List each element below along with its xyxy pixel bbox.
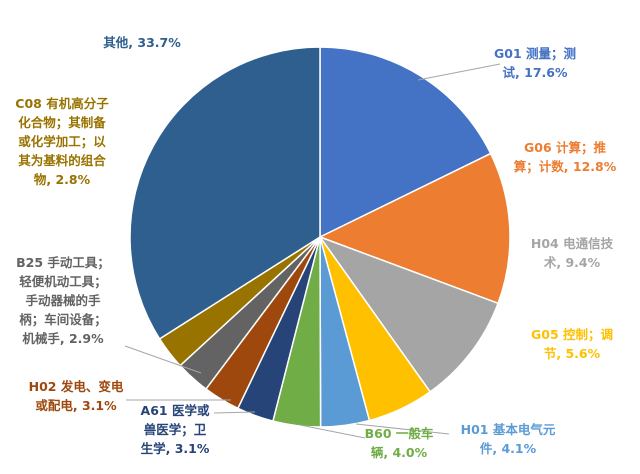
slice-label-line: H04 电通信技 [531, 236, 614, 251]
slice-label: H01 基本电气元件, 4.1% [461, 422, 556, 456]
slice-label-line: A61 医学或 [141, 403, 210, 418]
slice-label-line: C08 有机高分子 [15, 96, 109, 111]
slice-label: H04 电通信技术, 9.4% [531, 236, 614, 270]
slice-label-line: 节, 5.6% [544, 346, 601, 361]
slice-label: C08 有机高分子化合物；其制备或化学加工；以其为基料的组合物, 2.8% [15, 96, 109, 187]
slice-label: H02 发电、变电或配电, 3.1% [29, 379, 124, 413]
slice-label: B25 手动工具； 轻便机动工具； 手动器械的手柄；车间设备； 机械手, 2.9% [16, 255, 110, 346]
slice-label-line: B60 一般车 [365, 426, 434, 441]
pie-slice-g06 [318, 152, 511, 305]
slice-label-line: 算；计数, 12.8% [514, 159, 617, 174]
slice-label-line: H02 发电、变电 [29, 379, 124, 394]
leader-line [213, 411, 256, 414]
slice-label: G05 控制；调节, 5.6% [531, 327, 613, 361]
slice-label-line: 机械手, 2.9% [22, 331, 104, 346]
slice-label: G06 计算；推算；计数, 12.8% [514, 140, 617, 174]
slice-label-line: 生学, 3.1% [141, 441, 210, 456]
slice-label-line: 或配电, 3.1% [35, 398, 117, 413]
slice-label-line: 辆, 4.0% [371, 445, 428, 460]
slice-label-line: G01 测量；测 [494, 46, 576, 61]
slice-label: B60 一般车辆, 4.0% [365, 426, 434, 460]
slice-label-line: 兽医学；卫 [144, 422, 207, 437]
leader-line [299, 424, 366, 439]
slice-label-line: G06 计算；推 [524, 140, 607, 155]
slice-label-line: H01 基本电气元 [461, 422, 556, 437]
slice-label: G01 测量；测试, 17.6% [494, 46, 576, 80]
pie-slice-g01 [319, 46, 492, 239]
slice-label-line: 化合物；其制备 [18, 115, 106, 130]
slice-label-line: 术, 9.4% [543, 255, 601, 270]
slice-label-line: B25 手动工具； [16, 255, 110, 270]
leader-line [355, 423, 450, 435]
slice-label-line: 其他, 33.7% [103, 35, 181, 50]
slice-label-line: 手动器械的手 [25, 293, 101, 308]
slice-label-line: 轻便机动工具； [19, 274, 107, 289]
slice-label-line: 物, 2.8% [34, 172, 91, 187]
slice-label: A61 医学或兽医学；卫生学, 3.1% [141, 403, 210, 456]
slice-label-line: 柄；车间设备； [19, 312, 107, 327]
slice-label-line: 或化学加工；以 [18, 134, 106, 149]
pie-slice-other-10 [129, 46, 321, 340]
slice-label-line: 件, 4.1% [480, 441, 537, 456]
slice-label-line: G05 控制；调 [531, 327, 613, 342]
slice-label-line: 试, 17.6% [503, 65, 568, 80]
slice-label: 其他, 33.7% [103, 35, 181, 50]
pie-slice-h04 [317, 235, 500, 393]
leader-line [124, 345, 202, 374]
slice-label-line: 其为基料的组合 [18, 153, 106, 168]
leader-line [417, 63, 501, 81]
